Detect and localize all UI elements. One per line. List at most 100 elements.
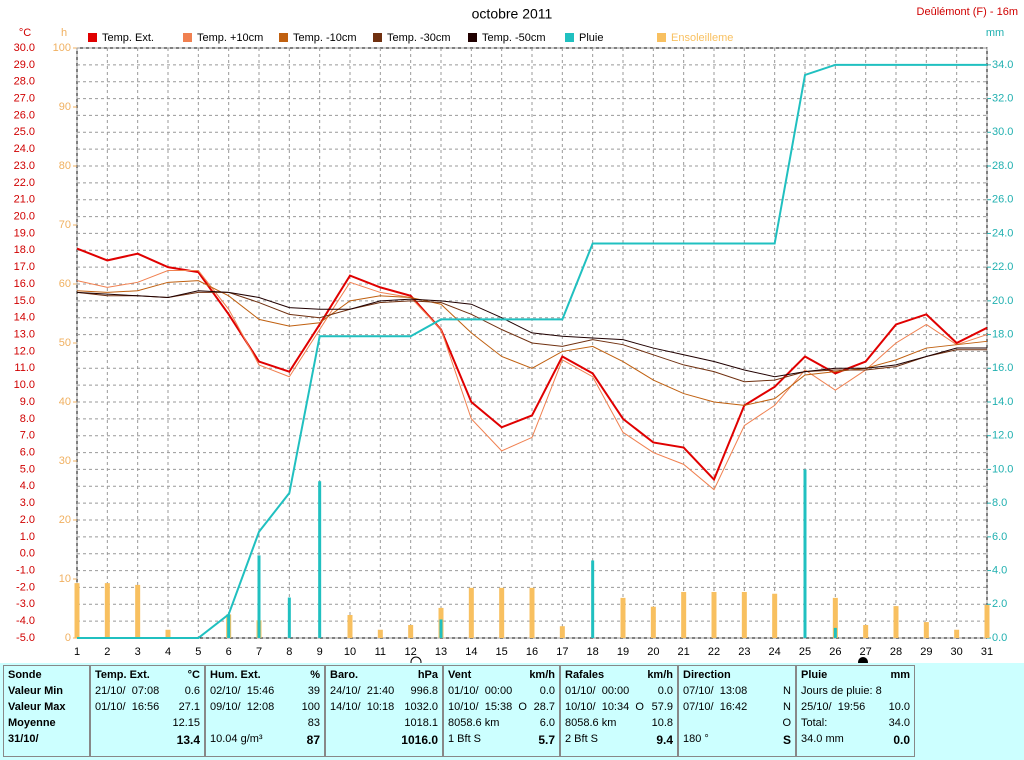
y3-tick-label: 20: [59, 514, 71, 526]
column-header: Temp. Ext.: [95, 669, 150, 681]
y-tick-label: 30.0: [14, 42, 35, 54]
y-tick-label: 4.0: [20, 480, 35, 492]
bar: [832, 597, 838, 638]
cell-text: Jours de pluie: 8: [801, 685, 882, 697]
cell-value: 0.0: [893, 733, 910, 747]
y-tick-label: 25.0: [14, 126, 35, 138]
legend-swatch: [468, 33, 477, 42]
legend-swatch: [373, 33, 382, 42]
y2-tick-label: 20.0: [992, 295, 1013, 307]
y-tick-label: -2.0: [16, 581, 35, 593]
legend-label: Ensoleilleme: [671, 32, 733, 44]
cell-text: 180 °: [683, 733, 709, 745]
cell-value: 87: [306, 733, 320, 747]
legend-swatch: [183, 33, 192, 42]
cell-text: 8058.6 km: [565, 717, 617, 729]
y-tick-label: 21.0: [14, 194, 35, 206]
moon-icon: [410, 656, 422, 663]
y-tick-label: 28.0: [14, 76, 35, 88]
x-tick-label: 5: [195, 646, 201, 658]
line: [77, 63, 987, 639]
cell-text: 01/10/ 16:56: [95, 701, 160, 713]
y-tick-label: 8.0: [20, 413, 35, 425]
bar: [408, 625, 414, 638]
y3-tick-label: 50: [59, 337, 71, 349]
stats-column: Vent km/h 01/10/ 00:00 0.0 10/10/ 15:38 O 28.…: [443, 665, 560, 757]
y-tick-label: 16.0: [14, 278, 35, 290]
line: [76, 290, 987, 378]
cell-text: 02/10/ 15:46: [210, 685, 275, 697]
x-tick-label: 30: [951, 646, 963, 658]
cell-value: O: [782, 717, 791, 729]
bar: [318, 481, 322, 638]
column-header: Rafales: [565, 669, 605, 681]
cell-text: 10/10/ 10:34 O: [565, 701, 644, 713]
y3-tick-label: 70: [59, 219, 71, 231]
bar: [893, 606, 899, 638]
y-tick-label: 7.0: [20, 430, 35, 442]
bar: [165, 629, 171, 638]
y3-tick-label: 10: [59, 573, 71, 585]
bar: [287, 597, 291, 638]
row-label: Valeur Min: [8, 685, 64, 697]
y-tick-label: 24.0: [14, 143, 35, 155]
y-tick-label: 22.0: [14, 177, 35, 189]
stats-column: Baro. hPa 24/10/ 21:40 996.8 14/10/ 10:18 103…: [325, 665, 443, 757]
cell-value: S: [782, 733, 791, 747]
bar: [499, 587, 505, 638]
x-tick-label: 11: [375, 646, 386, 658]
x-tick-label: 28: [890, 646, 902, 658]
cell-value: 34.0: [888, 717, 910, 729]
y2-tick-label: 16.0: [992, 362, 1013, 374]
y2-tick-label: 22.0: [992, 261, 1013, 273]
y2-tick-label: 6.0: [992, 531, 1007, 543]
y2-axis-unit: mm: [986, 27, 1004, 39]
y2-tick-label: 8.0: [992, 497, 1007, 509]
cell-value: 28.7: [533, 701, 555, 713]
x-tick-label: 13: [435, 646, 447, 658]
cell-text: Total:: [801, 717, 828, 729]
bar: [257, 555, 261, 638]
x-tick-label: 10: [344, 646, 356, 658]
cell-value: N: [783, 685, 791, 697]
x-tick-label: 25: [799, 646, 811, 658]
column-header: Baro.: [330, 669, 359, 681]
cell-text: 2 Bft S: [565, 733, 599, 745]
row-label: Sonde: [8, 669, 42, 681]
legend-swatch: [565, 33, 574, 42]
y3-tick-label: 60: [59, 278, 71, 290]
x-tick-label: 21: [678, 646, 690, 658]
row-label: Moyenne: [8, 717, 56, 729]
y2-tick-label: 18.0: [992, 328, 1013, 340]
cell-value: 12.15: [172, 717, 200, 729]
cell-value: 83: [307, 717, 320, 729]
cell-value: N: [783, 701, 791, 713]
bar: [347, 614, 353, 638]
y3-tick-label: 80: [59, 160, 71, 172]
bar: [227, 614, 231, 638]
x-tick-label: 27: [860, 646, 872, 658]
y2-tick-label: 0.0: [992, 632, 1007, 644]
stats-column: Rafales km/h 01/10/ 00:00 0.0 10/10/ 10:34 O…: [560, 665, 678, 757]
cell-value: 1018.1: [404, 717, 438, 729]
y2-tick-label: 10.0: [992, 463, 1013, 475]
stats-column: Sonde Valeur Min Valeur Max Moyenne 31/10/: [3, 665, 90, 757]
y-tick-label: 18.0: [14, 244, 35, 256]
x-tick-label: 16: [526, 646, 538, 658]
stats-column: Pluie mm Jours de pluie: 8 25/10/ 19:56 10.0…: [796, 665, 915, 757]
cell-text: 21/10/ 07:08: [95, 685, 160, 697]
bar: [863, 625, 869, 638]
bar: [439, 619, 443, 638]
bar: [711, 591, 717, 638]
bar: [923, 622, 929, 638]
column-header: Hum. Ext.: [210, 669, 261, 681]
y-tick-label: 2.0: [20, 514, 35, 526]
y-tick-label: 1.0: [20, 531, 35, 543]
y2-tick-label: 24.0: [992, 227, 1013, 239]
bar: [741, 591, 747, 638]
legend-label: Temp. -10cm: [293, 32, 357, 44]
y-tick-label: 5.0: [20, 463, 35, 475]
y-tick-label: 3.0: [20, 497, 35, 509]
column-unit: mm: [890, 669, 910, 681]
